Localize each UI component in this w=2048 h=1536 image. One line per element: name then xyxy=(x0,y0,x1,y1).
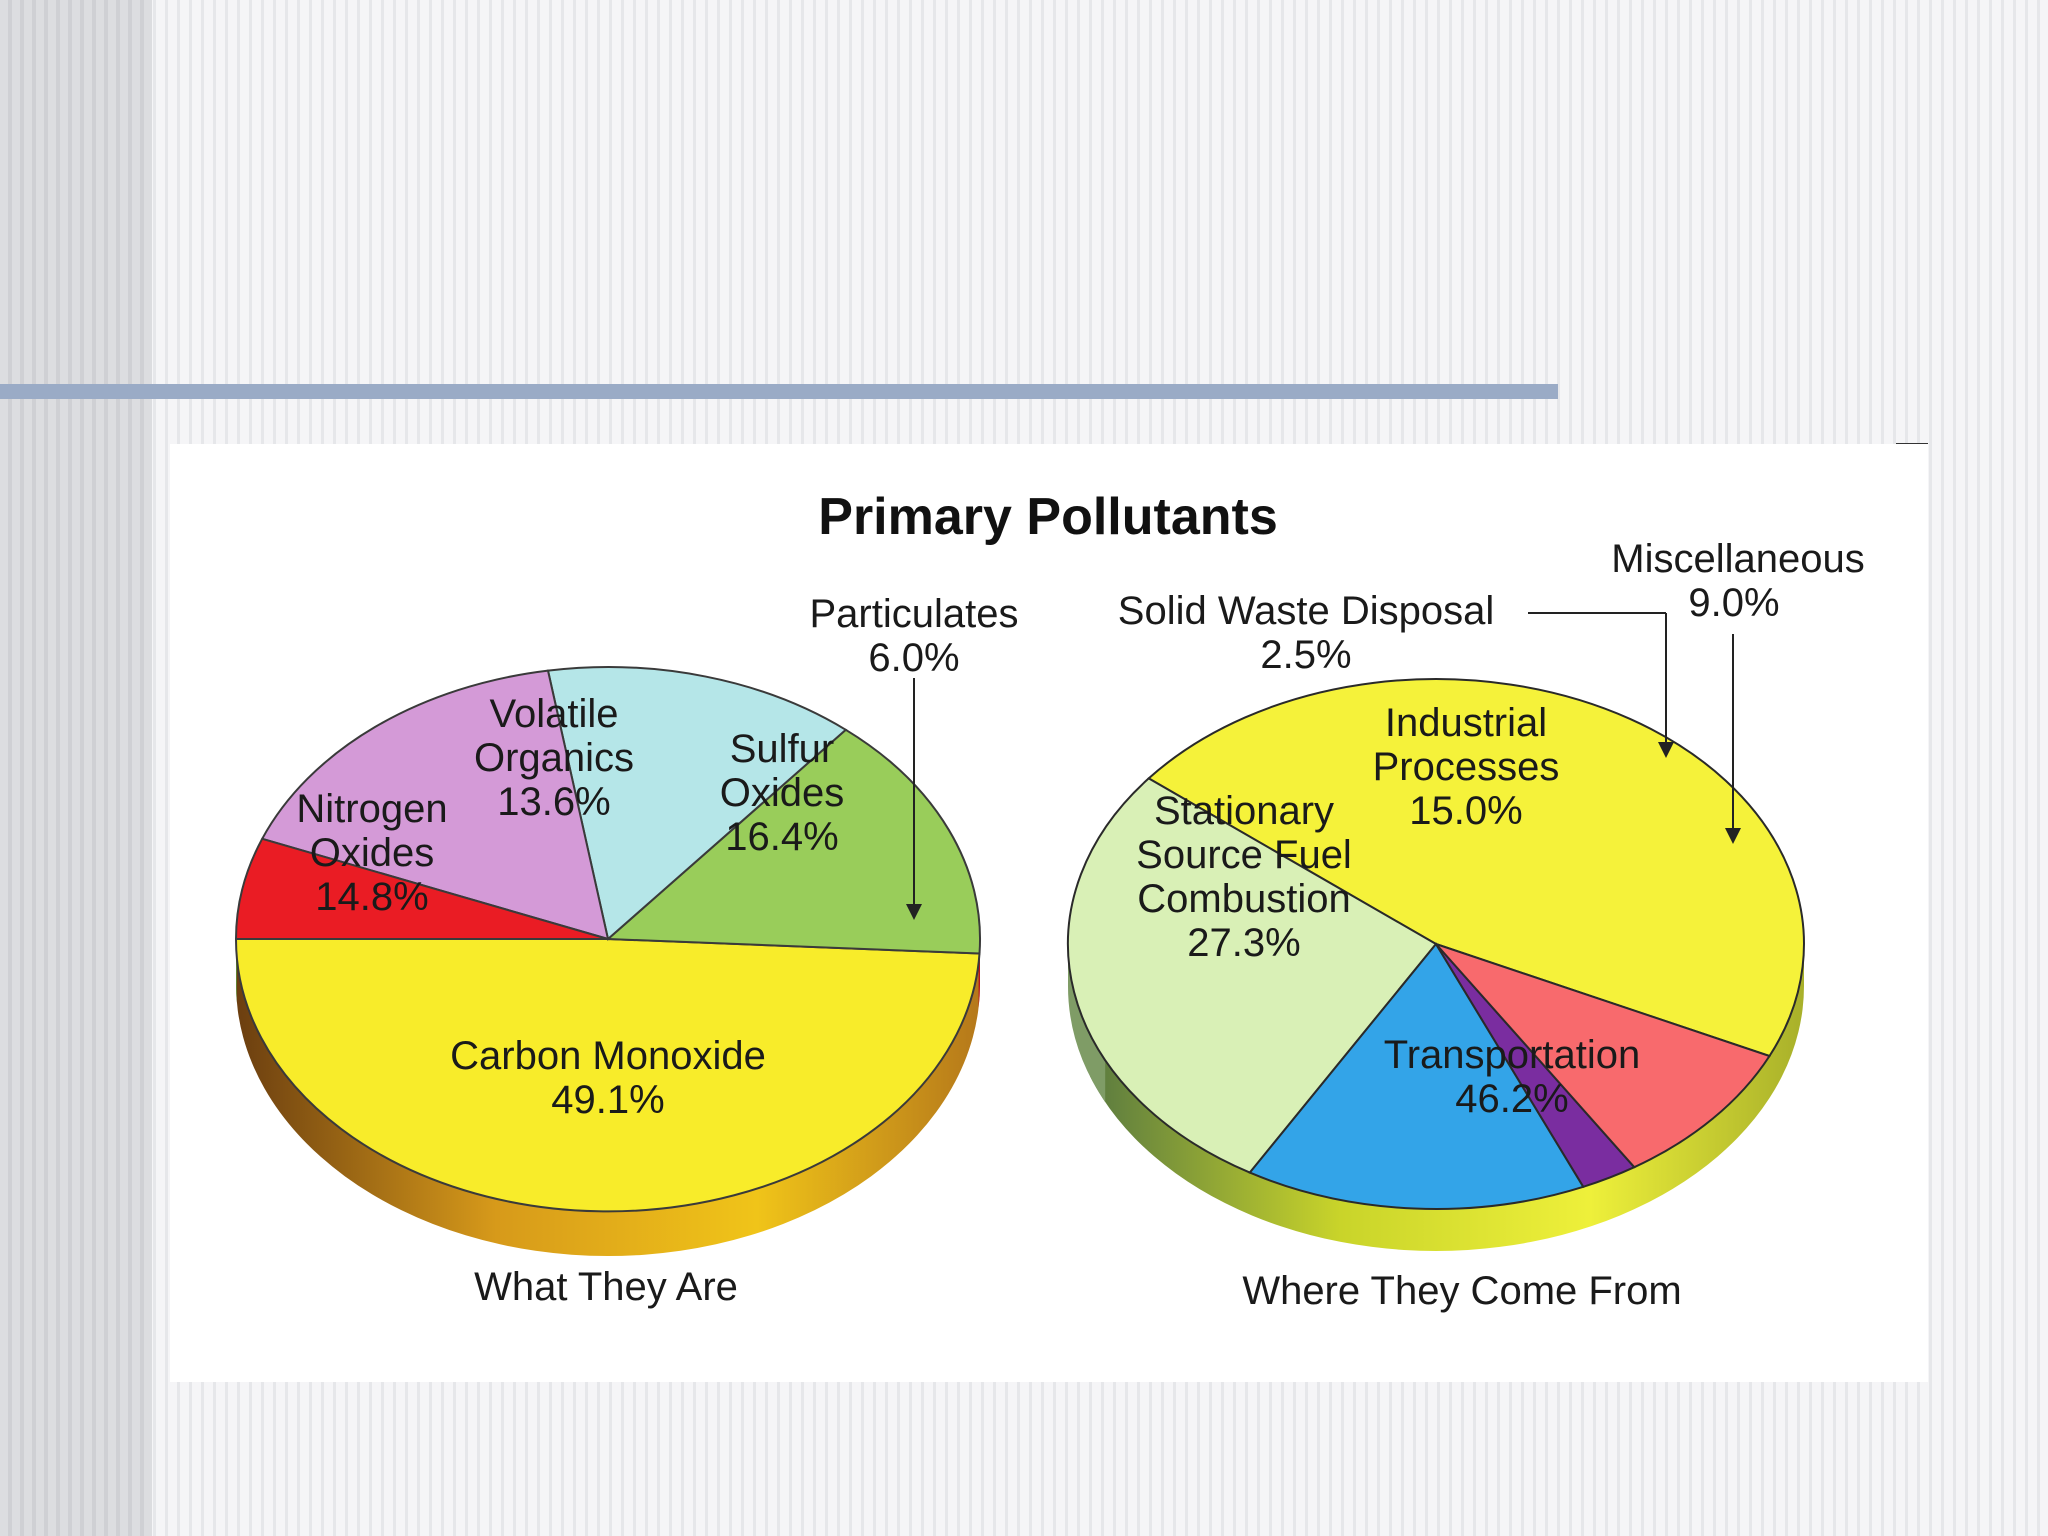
pie-what-they-are xyxy=(234,666,982,1256)
nitrogen-label-1: Nitrogen xyxy=(296,787,447,831)
carbon-monoxide-label: Carbon Monoxide xyxy=(450,1034,766,1078)
left-pie-caption: What They Are xyxy=(474,1265,738,1309)
pie-right-side-wall xyxy=(1090,944,1804,1251)
particulates-label: Particulates xyxy=(810,592,1019,636)
slice-industrial-processes xyxy=(1248,942,1585,1210)
pie-where-they-come-from xyxy=(1067,678,1805,1251)
volatile-label-2: Organics xyxy=(474,736,634,780)
volatile-pct: 13.6% xyxy=(497,780,610,824)
transportation-label: Transportation xyxy=(1384,1033,1640,1077)
volatile-label-1: Volatile xyxy=(490,692,619,736)
right-pie-caption: Where They Come From xyxy=(1242,1269,1681,1313)
particulates-pct: 6.0% xyxy=(868,636,959,680)
solid-waste-arrow xyxy=(1658,742,1674,758)
misc-arrow xyxy=(1725,828,1741,844)
sulfur-pct: 16.4% xyxy=(725,815,838,859)
stationary-pct: 27.3% xyxy=(1187,921,1300,965)
solid-waste-label: Solid Waste Disposal xyxy=(1118,589,1494,633)
slice-stationary-source xyxy=(1067,777,1438,1174)
nitrogen-label-2: Oxides xyxy=(310,831,435,875)
pie-left-side-wall xyxy=(236,939,980,1256)
slice-particulates xyxy=(234,837,609,940)
particulates-arrow xyxy=(906,904,922,920)
sulfur-label-2: Oxides xyxy=(720,771,845,815)
slice-carbon-monoxide xyxy=(234,938,981,1213)
slice-transportation xyxy=(1147,678,1805,1058)
figure-panel: Primary Pollutants xyxy=(170,444,1928,1382)
slice-nitrogen-oxides xyxy=(605,728,982,955)
stationary-label-2: Source Fuel xyxy=(1136,833,1352,877)
nitrogen-pct: 14.8% xyxy=(315,875,428,919)
misc-label: Miscellaneous xyxy=(1611,537,1864,581)
background-stripe-band xyxy=(0,0,152,1536)
transportation-pct: 46.2% xyxy=(1455,1077,1568,1121)
pie-right-stationary-side xyxy=(1068,944,1106,1103)
stationary-label-1: Stationary xyxy=(1154,789,1334,833)
slice-sulfur-oxides xyxy=(260,669,610,941)
chart-title: Primary Pollutants xyxy=(818,488,1277,546)
industrial-label-1: Industrial xyxy=(1385,701,1547,745)
arrow-heads xyxy=(906,742,1741,920)
sulfur-label-1: Sulfur xyxy=(730,727,835,771)
leader-lines xyxy=(913,612,1734,906)
industrial-label-2: Processes xyxy=(1373,745,1560,789)
title-rule-bar xyxy=(0,384,1558,399)
carbon-monoxide-pct: 49.1% xyxy=(551,1078,664,1122)
solid-waste-pct: 2.5% xyxy=(1260,633,1351,677)
slice-volatile-organics xyxy=(546,666,848,941)
slice-miscellaneous xyxy=(1432,941,1772,1169)
industrial-pct: 15.0% xyxy=(1409,789,1522,833)
misc-pct: 9.0% xyxy=(1688,581,1779,625)
stationary-label-3: Combustion xyxy=(1137,877,1350,921)
pie-charts-figure: Primary Pollutants xyxy=(234,488,1865,1313)
